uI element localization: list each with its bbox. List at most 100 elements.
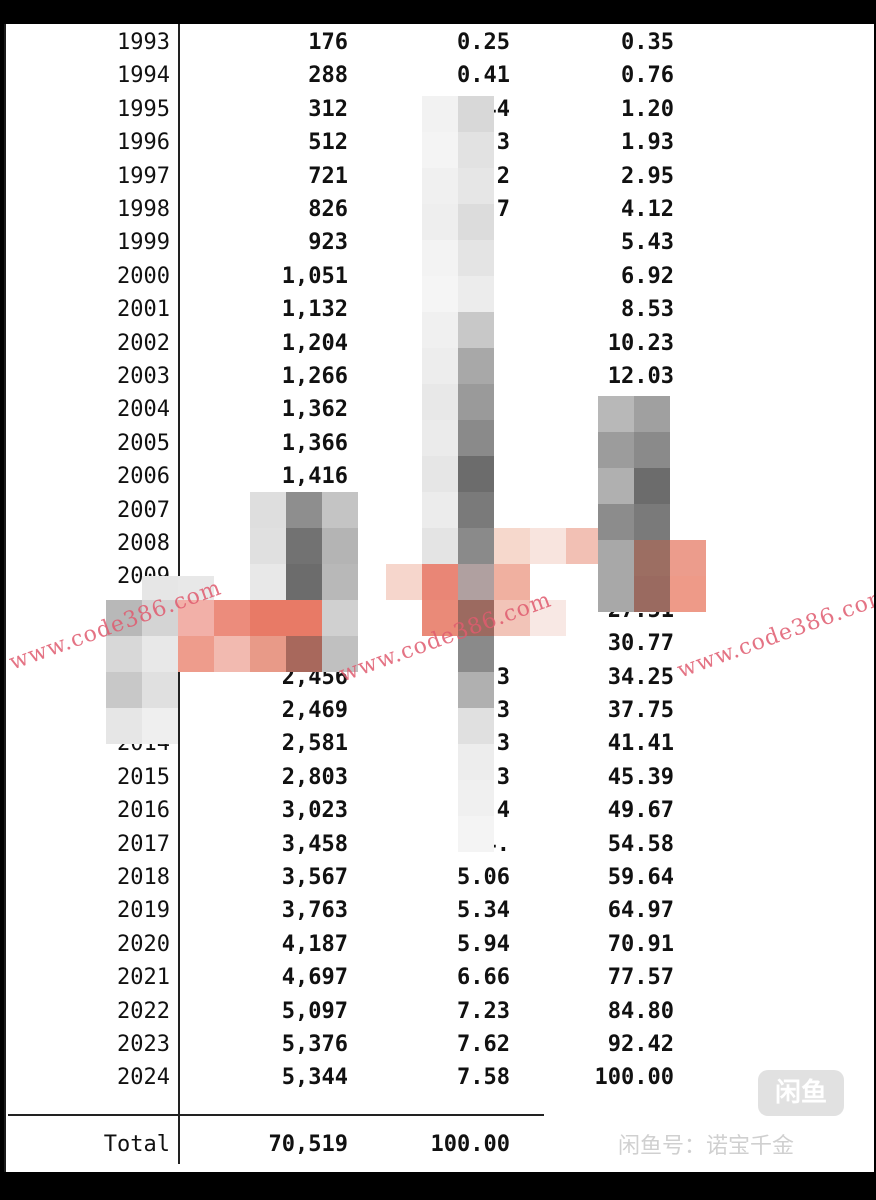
total-divider [8, 1114, 544, 1116]
freq-cell: 512 [308, 130, 348, 156]
freq-cell: 312 [308, 96, 348, 122]
freq-cell: 176 [308, 30, 348, 55]
pixel-block [286, 636, 322, 672]
cum-cell: 84.80 [607, 998, 674, 1024]
pixel-block [598, 396, 634, 432]
cum-cell: 77.57 [607, 965, 674, 991]
table-row: 1998 826 7 4.12 [6, 195, 686, 228]
cum-cell: 41.41 [607, 731, 674, 757]
pixel-block [598, 576, 634, 612]
year-cell: 2018 [117, 865, 170, 890]
pixel-block [458, 240, 494, 276]
table-row: 2020 4,187 5.94 70.91 [6, 930, 686, 963]
year-cell: 2001 [117, 297, 170, 323]
year-cell: 2004 [117, 397, 170, 423]
pixel-block [250, 528, 286, 564]
freq-cell: 1,416 [281, 464, 348, 490]
pixel-block [106, 600, 142, 636]
xianyu-badge: 闲鱼 [758, 1070, 844, 1116]
percent-cell: 5.94 [457, 931, 510, 957]
year-cell: 2008 [117, 531, 170, 556]
pixel-block [422, 96, 458, 132]
pixel-block [458, 420, 494, 456]
pixel-block [422, 168, 458, 204]
pixel-block [322, 564, 358, 600]
freq-cell: 2,469 [281, 698, 348, 723]
pixel-block [250, 492, 286, 528]
percent-cell: 0.41 [457, 63, 510, 89]
cum-cell: 10.23 [607, 330, 674, 356]
pixel-block [458, 348, 494, 384]
pixel-block [250, 636, 286, 672]
freq-cell: 5,344 [281, 1065, 348, 1091]
table-row: 1994 288 0.41 0.76 [6, 61, 686, 94]
percent-cell: 3 [496, 664, 510, 690]
pixel-block [142, 600, 178, 636]
freq-cell: 1,051 [281, 263, 348, 289]
total-row: Total 70,519 100.00 [6, 1130, 686, 1163]
table-row: 2019 3,763 5.34 64.97 [6, 896, 686, 929]
table-row: 2022 5,097 7.23 84.80 [6, 997, 686, 1030]
pixel-block [458, 384, 494, 420]
pixel-block [598, 504, 634, 540]
table-row: 2018 3,567 5.06 59.64 [6, 863, 686, 896]
table-row: 1999 923 5.43 [6, 228, 686, 261]
table-row: 1993 176 0.25 0.35 [6, 28, 686, 61]
pixel-block [422, 276, 458, 312]
table-row: 2008 [6, 529, 686, 562]
year-cell: 2000 [117, 263, 170, 289]
pixel-block [598, 432, 634, 468]
pixel-block [422, 456, 458, 492]
percent-cell: 7.62 [457, 1032, 510, 1057]
total-freq: 70,519 [268, 1132, 348, 1157]
cum-cell: 30.77 [607, 631, 674, 657]
cum-cell: 92.42 [607, 1032, 674, 1057]
pixel-block [494, 564, 530, 600]
percent-cell: 7 [496, 197, 510, 222]
pixel-block [458, 564, 494, 600]
percent-cell: 2 [496, 163, 510, 189]
cum-cell: 45.39 [607, 764, 674, 790]
cum-cell: 37.75 [607, 698, 674, 723]
pixel-block [530, 528, 566, 564]
pixel-block [286, 528, 322, 564]
pixel-block [386, 564, 422, 600]
freq-cell: 826 [308, 197, 348, 222]
pixel-block [322, 600, 358, 636]
percent-cell: 5.34 [457, 898, 510, 924]
year-cell: 2015 [117, 764, 170, 790]
pixel-block [634, 504, 670, 540]
percent-cell: 3 [496, 130, 510, 156]
freq-cell: 3,763 [281, 898, 348, 924]
pixel-block [422, 240, 458, 276]
pixel-block [634, 396, 670, 432]
pixel-block [422, 204, 458, 240]
cum-cell: 54.58 [607, 831, 674, 857]
year-cell: 2022 [117, 998, 170, 1024]
pixel-block [530, 600, 566, 636]
percent-cell: 3 [496, 731, 510, 757]
table-row: 2017 3,458 4. 54.58 [6, 830, 686, 863]
pixel-block [422, 312, 458, 348]
table-row: 1997 721 2 2.95 [6, 162, 686, 195]
table-row: 2016 3,023 4 49.67 [6, 796, 686, 829]
pixel-block [458, 708, 494, 744]
year-cell: 1995 [117, 96, 170, 122]
pixel-block [458, 276, 494, 312]
cum-cell: 64.97 [607, 898, 674, 924]
pixel-block [458, 312, 494, 348]
pixel-block [422, 600, 458, 636]
percent-cell: 5.06 [457, 865, 510, 890]
pixel-block [422, 384, 458, 420]
freq-cell: 5,376 [281, 1032, 348, 1057]
pixel-block [670, 540, 706, 576]
cum-cell: 49.67 [607, 798, 674, 824]
cum-cell: 34.25 [607, 664, 674, 690]
year-cell: 1998 [117, 197, 170, 222]
year-cell: 1994 [117, 63, 170, 89]
freq-cell: 5,097 [281, 998, 348, 1024]
pixel-block [458, 204, 494, 240]
cum-cell: 0.35 [621, 30, 674, 55]
pixel-block [634, 468, 670, 504]
pixel-block [250, 564, 286, 600]
